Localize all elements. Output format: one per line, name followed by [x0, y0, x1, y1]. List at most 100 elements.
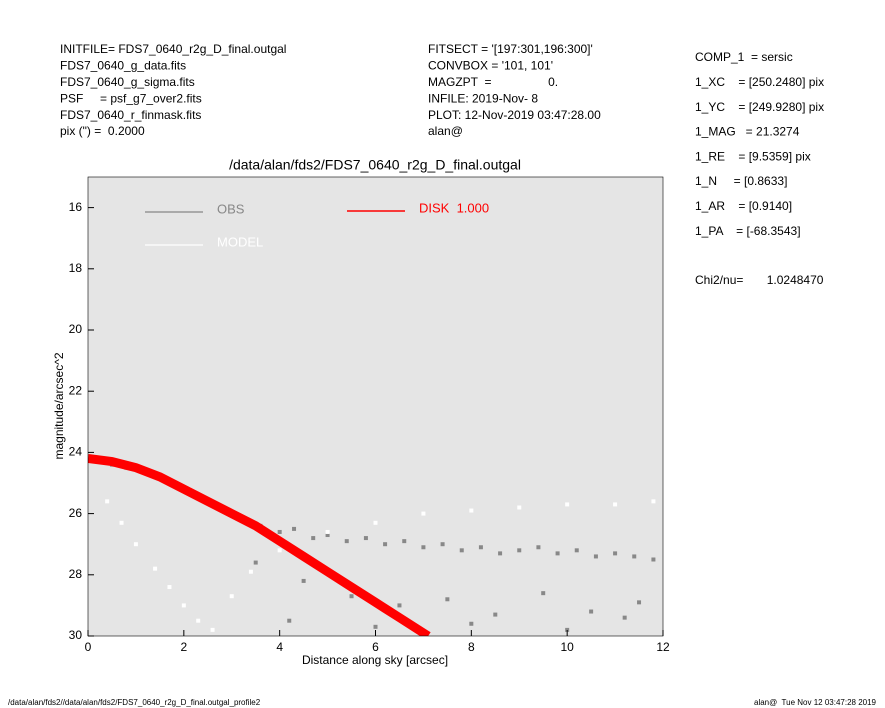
plot-area [88, 177, 663, 636]
data-point [536, 545, 541, 550]
data-point [196, 618, 201, 623]
data-point [349, 594, 354, 599]
header-right-line: Chi2/nu= 1.0248470 [695, 273, 824, 287]
data-point [311, 536, 316, 541]
data-point [498, 551, 503, 556]
footer-right: alan@ Tue Nov 12 03:47:28 2019 [754, 698, 877, 707]
data-point [105, 499, 110, 504]
plot-marks [88, 454, 656, 636]
header-middle-line: alan@ [428, 124, 463, 138]
x-axis-label: Distance along sky [arcsec] [302, 653, 448, 667]
x-tick-label: 0 [85, 640, 92, 654]
x-tick-label: 6 [372, 640, 379, 654]
data-point [589, 609, 594, 614]
data-point [555, 551, 560, 556]
data-point [133, 542, 138, 547]
data-point [440, 542, 445, 547]
data-point [119, 520, 124, 525]
data-point [363, 536, 368, 541]
data-point [287, 618, 292, 623]
data-point [469, 621, 474, 626]
data-point [383, 542, 388, 547]
data-point [651, 557, 656, 562]
y-tick-label: 24 [69, 445, 83, 459]
data-point [459, 548, 464, 553]
header-left-line: FDS7_0640_g_data.fits [60, 59, 186, 73]
y-tick-label: 22 [69, 383, 83, 397]
data-point [397, 603, 402, 608]
y-tick-label: 18 [69, 261, 83, 275]
data-point [613, 551, 618, 556]
header-middle-line: FITSECT = '[197:301,196:300]' [428, 42, 593, 56]
data-point [574, 548, 579, 553]
data-point [402, 539, 407, 544]
data-point [210, 627, 215, 632]
data-point [637, 600, 642, 605]
data-point [613, 502, 618, 507]
legend-label: DISK 1.000 [419, 200, 489, 215]
data-point [229, 594, 234, 599]
header-right-line: 1_AR = [0.9140] [695, 199, 792, 213]
data-point [301, 578, 306, 583]
data-point [181, 603, 186, 608]
header-right-line: COMP_1 = sersic [695, 50, 793, 64]
data-point [325, 533, 330, 538]
header-middle-line: MAGZPT = 0. [428, 75, 558, 89]
data-point [373, 520, 378, 525]
legend-label: MODEL [217, 234, 263, 249]
data-point [421, 511, 426, 516]
data-point [622, 615, 627, 620]
x-tick-label: 12 [656, 640, 670, 654]
data-point [253, 560, 258, 565]
data-point [248, 569, 253, 574]
data-point [445, 597, 450, 602]
y-tick-label: 16 [69, 200, 83, 214]
data-point [153, 566, 158, 571]
header-middle-line: CONVBOX = '101, 101' [428, 59, 553, 73]
header-right-line: 1_XC = [250.2480] pix [695, 75, 824, 89]
data-point [517, 548, 522, 553]
x-tick-label: 8 [468, 640, 475, 654]
y-axis-label: magnitude/arcsec^2 [52, 352, 66, 459]
data-point [373, 624, 378, 629]
data-point [541, 591, 546, 596]
data-point [593, 554, 598, 559]
data-point [469, 508, 474, 513]
header-middle-line: PLOT: 12-Nov-2019 03:47:28.00 [428, 108, 601, 122]
data-point [421, 545, 426, 550]
y-tick-label: 20 [69, 322, 83, 336]
data-point [493, 612, 498, 617]
data-point [565, 502, 570, 507]
data-point [292, 526, 297, 531]
chart-title: /data/alan/fds2/FDS7_0640_r2g_D_final.ou… [229, 157, 521, 173]
header-middle-line: INFILE: 2019-Nov- 8 [428, 91, 538, 105]
header-right-line: 1_RE = [9.5359] pix [695, 149, 811, 163]
header-left-line: INITFILE= FDS7_0640_r2g_D_final.outgal [60, 42, 286, 56]
data-point [167, 585, 172, 590]
data-point [632, 554, 637, 559]
data-point [344, 539, 349, 544]
header-left-line: FDS7_0640_r_finmask.fits [60, 108, 201, 122]
header-left-line: PSF = psf_g7_over2.fits [60, 91, 202, 105]
data-point [277, 529, 282, 534]
header-left-line: FDS7_0640_g_sigma.fits [60, 75, 195, 89]
x-tick-label: 4 [276, 640, 283, 654]
header-left-line: pix (") = 0.2000 [60, 124, 145, 138]
data-point [478, 545, 483, 550]
footer-left: /data/alan/fds2//data/alan/fds2/FDS7_064… [8, 698, 261, 707]
y-tick-label: 28 [69, 567, 83, 581]
header-right-line: 1_PA = [-68.3543] [695, 224, 801, 238]
data-point [277, 548, 282, 553]
x-tick-label: 10 [560, 640, 574, 654]
legend-label: OBS [217, 201, 245, 216]
y-tick-label: 26 [69, 506, 83, 520]
data-point [651, 499, 656, 504]
header-right-line: 1_N = [0.8633] [695, 174, 787, 188]
data-point [565, 627, 570, 632]
header-right-line: 1_MAG = 21.3274 [695, 125, 800, 139]
y-tick-label: 30 [69, 628, 83, 642]
header-right-line: 1_YC = [249.9280] pix [695, 100, 824, 114]
data-point [325, 529, 330, 534]
model-line [88, 454, 431, 636]
